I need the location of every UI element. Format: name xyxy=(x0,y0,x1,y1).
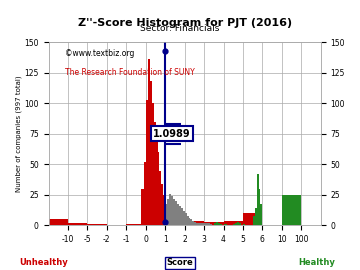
Bar xyxy=(152,103,154,225)
Bar xyxy=(186,216,189,225)
Bar xyxy=(141,189,144,225)
Bar xyxy=(224,221,243,225)
Y-axis label: Number of companies (997 total): Number of companies (997 total) xyxy=(15,76,22,192)
Bar xyxy=(282,195,301,225)
Bar xyxy=(253,216,255,225)
Bar xyxy=(165,217,185,225)
Text: The Research Foundation of SUNY: The Research Foundation of SUNY xyxy=(65,68,194,77)
Bar xyxy=(198,223,200,225)
Bar xyxy=(204,223,206,225)
Bar xyxy=(225,224,228,225)
Bar xyxy=(154,122,156,225)
Bar xyxy=(200,223,202,225)
Bar xyxy=(148,59,150,225)
Bar xyxy=(210,224,212,225)
Bar xyxy=(202,223,204,225)
Title: Z''-Score Histogram for PJT (2016): Z''-Score Histogram for PJT (2016) xyxy=(77,18,292,28)
Bar xyxy=(161,184,163,225)
Bar xyxy=(208,223,210,225)
Bar xyxy=(175,201,177,225)
Bar xyxy=(173,199,175,225)
Bar xyxy=(185,221,204,225)
Text: Healthy: Healthy xyxy=(298,258,335,267)
Text: ©www.textbiz.org: ©www.textbiz.org xyxy=(65,49,134,59)
Bar xyxy=(257,174,258,225)
Bar xyxy=(243,224,245,225)
Bar xyxy=(239,223,241,225)
Bar xyxy=(243,213,262,225)
Bar xyxy=(165,204,167,225)
Bar xyxy=(261,204,262,225)
Bar xyxy=(192,221,194,225)
Bar xyxy=(146,100,148,225)
Bar xyxy=(216,222,218,225)
Text: Unhealthy: Unhealthy xyxy=(19,258,68,267)
Bar xyxy=(156,134,158,225)
Bar xyxy=(224,224,225,225)
Bar xyxy=(233,224,235,225)
Bar xyxy=(218,223,220,225)
Bar xyxy=(144,162,146,225)
Bar xyxy=(49,219,68,225)
Bar xyxy=(189,218,190,225)
Bar xyxy=(258,189,261,225)
Bar xyxy=(167,199,169,225)
Bar xyxy=(220,224,222,225)
Bar xyxy=(255,208,257,225)
Bar xyxy=(169,194,171,225)
Bar xyxy=(204,222,224,225)
Text: Score: Score xyxy=(167,258,193,267)
Bar xyxy=(235,223,237,225)
Bar xyxy=(237,222,239,225)
Bar xyxy=(194,222,196,225)
Bar xyxy=(157,152,159,225)
Bar xyxy=(181,208,183,225)
Bar xyxy=(159,171,161,225)
Bar xyxy=(163,195,165,225)
Bar xyxy=(183,211,185,225)
Bar xyxy=(177,204,179,225)
Bar xyxy=(126,224,146,225)
Bar xyxy=(206,223,208,225)
Bar xyxy=(190,219,192,225)
Bar xyxy=(179,206,181,225)
Bar xyxy=(68,223,87,225)
Bar xyxy=(171,196,173,225)
Bar xyxy=(185,213,186,225)
Bar xyxy=(214,223,216,225)
Text: Sector: Financials: Sector: Financials xyxy=(140,24,220,33)
Bar xyxy=(150,82,152,225)
Bar xyxy=(87,224,107,225)
Bar xyxy=(196,223,198,225)
Text: 1.0989: 1.0989 xyxy=(153,129,191,139)
